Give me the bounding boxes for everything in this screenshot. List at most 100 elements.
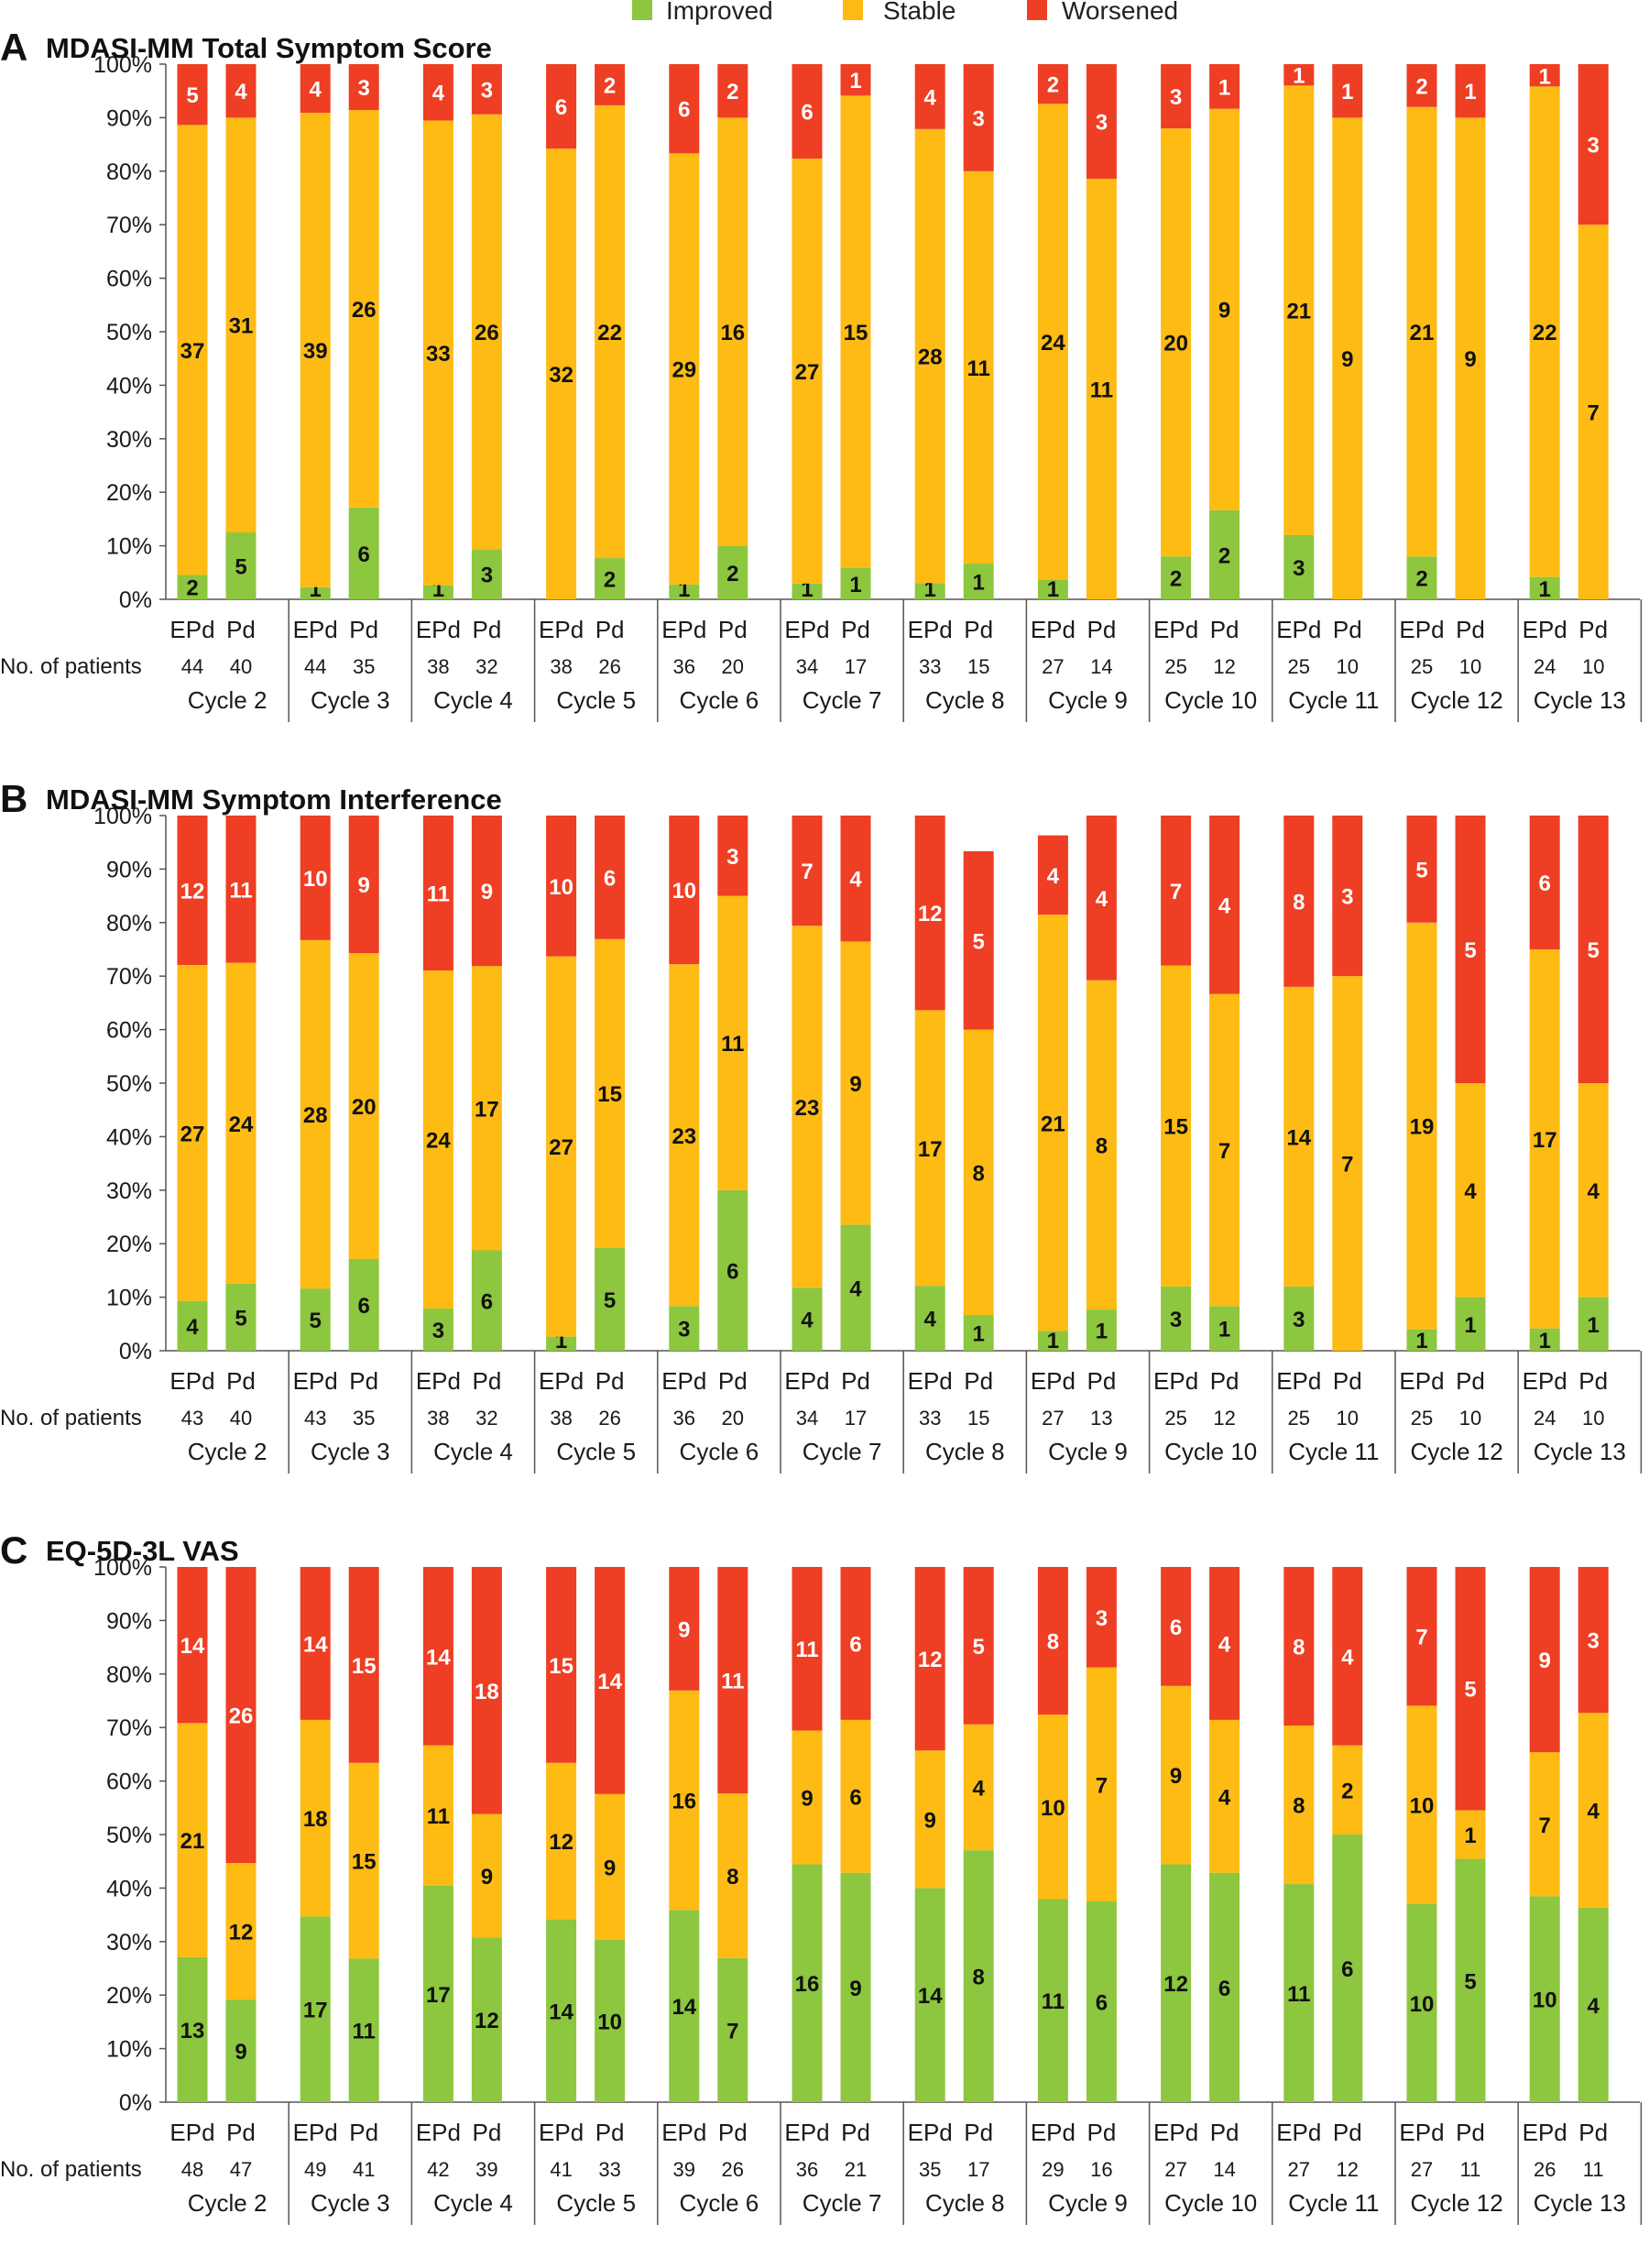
cycle-label: Cycle 3	[311, 1438, 390, 1465]
data-label-improved: 6	[1341, 1957, 1353, 1982]
bar-segment-improved	[717, 1957, 748, 2102]
patient-count: 40	[230, 1407, 252, 1430]
arm-label: Pd	[964, 1367, 993, 1395]
patient-count: 32	[475, 655, 497, 678]
patient-count: 27	[1288, 2158, 1310, 2181]
arm-label: Pd	[1333, 1367, 1362, 1395]
data-label-worsened: 9	[1539, 1649, 1551, 1673]
data-label-stable: 7	[1588, 401, 1600, 426]
bar-segment-stable	[1406, 922, 1437, 1330]
bar-segment-stable	[1578, 225, 1609, 599]
bar-cycle-6-pd: 6 11 3	[717, 816, 748, 1351]
data-label-stable: 37	[180, 339, 205, 364]
data-label-improved: 11	[353, 2020, 376, 2044]
y-tick-label: 10%	[106, 2037, 152, 2063]
cycle-label: Cycle 10	[1164, 686, 1257, 714]
data-label-stable: 24	[426, 1128, 451, 1153]
patient-count: 16	[1090, 2158, 1112, 2181]
data-label-improved: 1	[1047, 1329, 1059, 1353]
patient-count: 36	[673, 655, 695, 678]
data-label-stable: 23	[795, 1096, 820, 1121]
bar-segment-worsened	[225, 816, 257, 963]
patient-count: 20	[722, 1407, 744, 1430]
y-tick-label: 70%	[106, 964, 152, 990]
panel-letter: A	[0, 26, 27, 69]
cycle-label: Cycle 10	[1164, 1438, 1257, 1465]
bar-segment-worsened	[1037, 64, 1068, 104]
data-label-worsened: 9	[358, 873, 370, 898]
data-label-worsened: 12	[918, 1648, 943, 1672]
data-label-worsened: 4	[1341, 1645, 1354, 1670]
bar-segment-improved	[1161, 1286, 1192, 1351]
bar-segment-stable	[1161, 1685, 1192, 1865]
bar-segment-improved	[1529, 576, 1560, 599]
data-label-improved: 6	[726, 1259, 738, 1284]
data-label-worsened: 4	[1096, 887, 1108, 912]
bar-segment-improved	[471, 549, 502, 599]
cycle-label: Cycle 7	[803, 686, 882, 714]
arm-label: EPd	[539, 616, 584, 643]
data-label-improved: 1	[1464, 1313, 1476, 1338]
bar-segment-worsened	[840, 1567, 871, 1720]
arm-label: EPd	[1031, 616, 1076, 643]
y-tick-label: 90%	[106, 857, 152, 882]
bar-segment-worsened	[1578, 816, 1609, 1083]
bar-cycle-6-epd: 14 16 9	[669, 1567, 700, 2102]
bar-segment-worsened	[1283, 1567, 1315, 1726]
patient-count: 38	[550, 655, 572, 678]
data-label-stable: 27	[180, 1122, 205, 1146]
arm-label: EPd	[293, 2119, 338, 2146]
data-label-stable: 10	[1041, 1796, 1065, 1821]
arm-label: Pd	[595, 1367, 625, 1395]
bar-segment-stable	[717, 117, 748, 546]
bar-segment-worsened	[669, 1567, 700, 1691]
data-label-stable: 39	[303, 339, 328, 364]
data-label-improved: 6	[358, 542, 370, 567]
data-label-improved: 12	[1163, 1972, 1188, 1997]
bar-segment-improved	[792, 1287, 823, 1351]
data-label-improved: 2	[1218, 543, 1230, 568]
bar-cycle-11-pd: 91	[1332, 64, 1363, 599]
y-tick-label: 0%	[119, 2090, 152, 2116]
bar-segment-improved	[595, 558, 626, 599]
y-tick-label: 30%	[106, 1178, 152, 1204]
bar-segment-improved	[177, 1300, 208, 1351]
data-label-improved: 6	[1218, 1977, 1230, 2001]
patient-count: 10	[1582, 655, 1604, 678]
bar-cycle-10-pd: 1 7 4	[1209, 816, 1240, 1351]
patient-count: 29	[1042, 2158, 1064, 2181]
bar-cycle-2-pd: 9 12 26	[225, 1567, 257, 2102]
cycle-label: Cycle 7	[803, 2189, 882, 2217]
bar-segment-stable	[1332, 1745, 1363, 1835]
patient-count: 12	[1213, 1407, 1235, 1430]
data-label-worsened: 5	[973, 1635, 985, 1660]
panel-letter: B	[0, 777, 27, 820]
bar-segment-worsened	[1332, 1567, 1363, 1746]
bar-segment-improved	[471, 1250, 502, 1351]
patient-count: 25	[1164, 655, 1186, 678]
bar-segment-worsened	[914, 1567, 945, 1751]
data-label-improved: 14	[672, 1995, 696, 2020]
data-label-stable: 16	[720, 321, 745, 345]
bar-segment-stable	[300, 1719, 331, 1917]
bar-segment-stable	[1406, 106, 1437, 557]
data-label-stable: 7	[1539, 1813, 1551, 1838]
cycle-label: Cycle 5	[556, 2189, 636, 2217]
data-label-stable: 15	[844, 321, 868, 345]
arm-label: EPd	[169, 1367, 214, 1395]
bar-segment-improved	[1578, 1297, 1609, 1351]
data-label-worsened: 14	[426, 1645, 451, 1670]
bar-segment-improved	[546, 1336, 577, 1351]
y-tick-label: 80%	[106, 911, 152, 937]
bar-cycle-9-epd: 1 24 2	[1037, 64, 1068, 602]
legend-swatch-improved	[632, 0, 652, 20]
data-label-stable: 15	[1163, 1115, 1188, 1140]
bar-segment-improved	[546, 1919, 577, 2102]
data-label-stable: 10	[1410, 1794, 1435, 1819]
bar-cycle-3-epd: 5 28 10	[300, 816, 331, 1351]
bar-cycle-10-epd: 3 15 7	[1161, 816, 1192, 1351]
arm-label: EPd	[293, 616, 338, 643]
y-tick-label: 40%	[106, 1124, 152, 1150]
